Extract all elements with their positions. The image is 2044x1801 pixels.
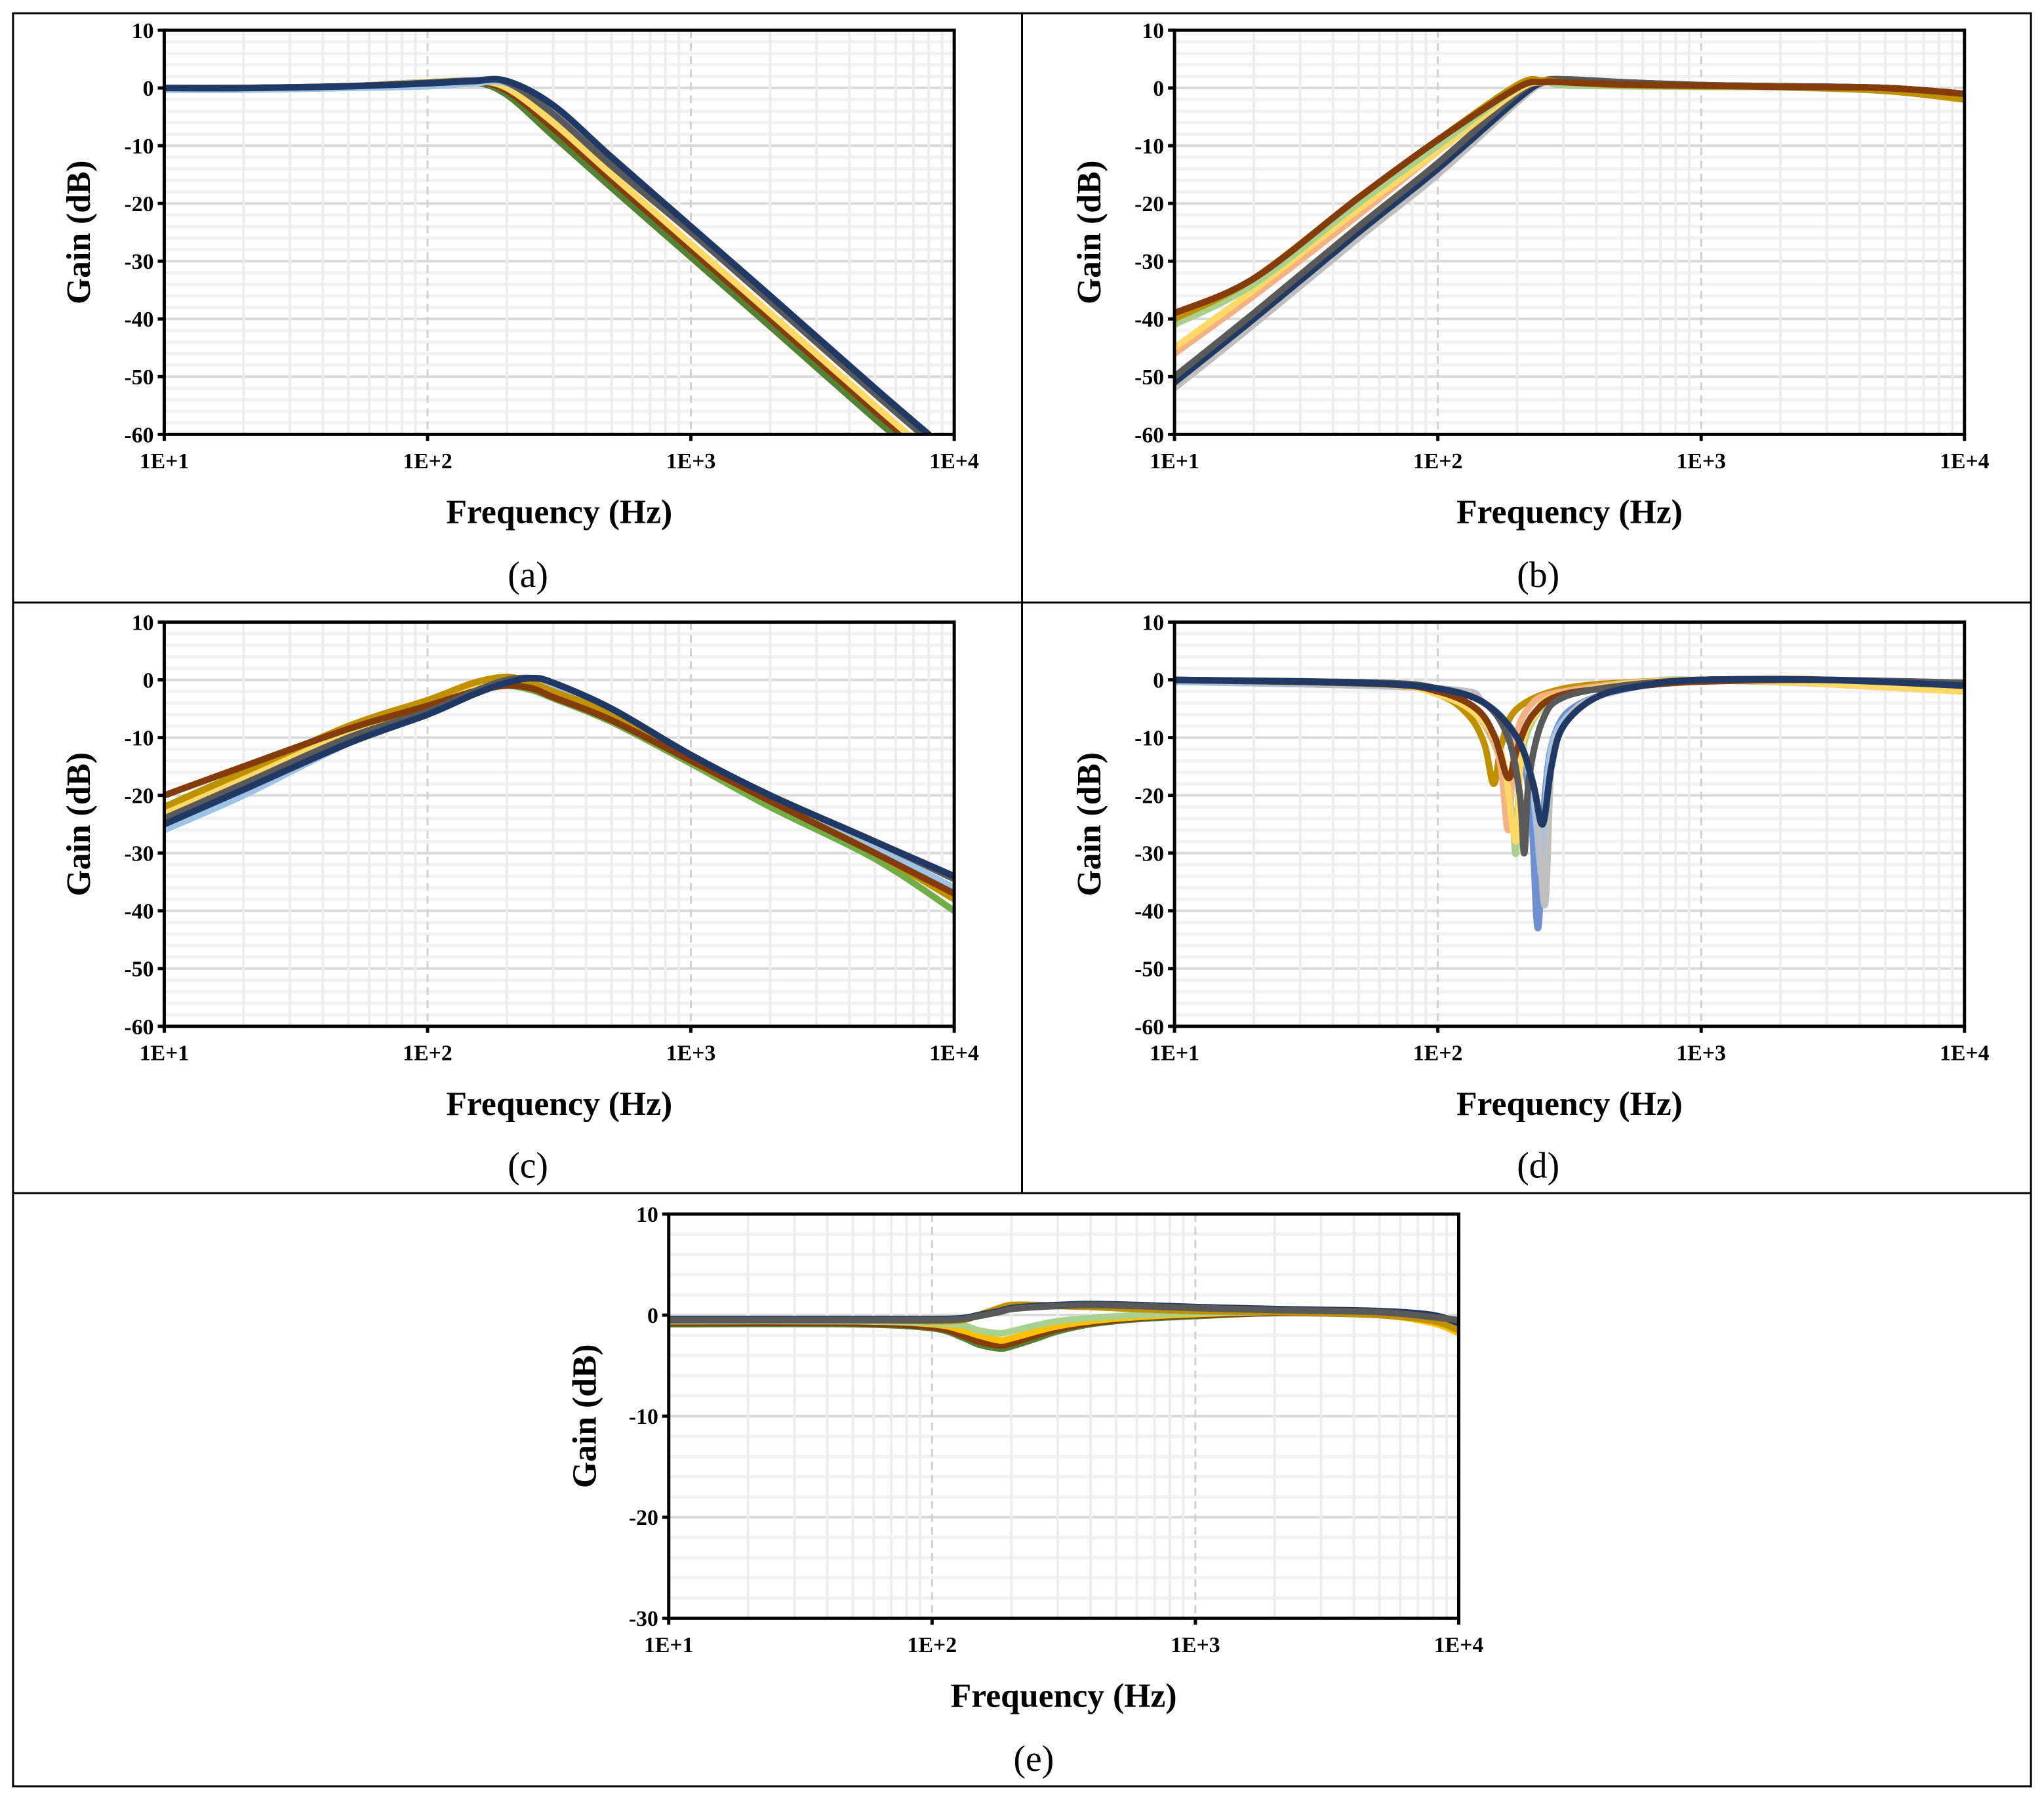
- series-line-8: [1174, 78, 1965, 317]
- x-axis-label: Frequency (Hz): [1456, 494, 1683, 531]
- panel-caption: (e): [1014, 1739, 1054, 1779]
- gridlines: [164, 29, 955, 436]
- y-tick-label: 0: [647, 1304, 658, 1328]
- y-tick-label: 0: [143, 669, 154, 693]
- y-tick-label: -50: [1134, 365, 1164, 390]
- series-line-7: [164, 675, 955, 880]
- series-group: [164, 674, 955, 914]
- x-tick-label: 1E+4: [1940, 1042, 1990, 1066]
- gridlines: [1174, 29, 1965, 436]
- y-tick-label: 0: [1153, 669, 1164, 693]
- y-tick-label: -30: [125, 842, 154, 866]
- series-group: [1174, 676, 1965, 932]
- x-axis-label: Frequency (Hz): [1456, 1085, 1683, 1123]
- x-tick-label: 1E+3: [666, 449, 716, 474]
- x-axis-label: Frequency (Hz): [446, 1085, 672, 1123]
- x-tick-label: 1E+2: [403, 1042, 452, 1066]
- x-tick-label: 1E+3: [666, 1042, 716, 1066]
- plot-border: [162, 620, 956, 1028]
- series-line-7: [164, 75, 932, 435]
- plot-border: [162, 28, 956, 436]
- x-tick-label: 1E+4: [929, 1042, 979, 1066]
- x-tick-label: 1E+2: [1413, 1042, 1463, 1066]
- y-axis-label: Gain (dB): [566, 1344, 603, 1488]
- x-tick-label: 1E+3: [1676, 449, 1726, 474]
- gridlines: [668, 1213, 1459, 1620]
- y-tick-label: -10: [629, 1405, 658, 1429]
- y-tick-label: 10: [1142, 611, 1164, 636]
- y-axis-label: Gain (dB): [1071, 160, 1108, 304]
- y-axis-label: Gain (dB): [1071, 752, 1108, 897]
- y-tick-label: -30: [1134, 250, 1164, 274]
- x-tick-label: 1E+4: [929, 449, 979, 474]
- y-tick-label: -40: [1134, 900, 1164, 924]
- y-tick-label: -40: [125, 900, 154, 924]
- x-tick-label: 1E+3: [1171, 1633, 1220, 1657]
- y-tick-label: -60: [125, 423, 154, 447]
- y-tick-label: -10: [125, 134, 154, 159]
- panel-caption: (d): [1517, 1145, 1559, 1186]
- x-tick-label: 1E+2: [1413, 449, 1463, 474]
- y-tick-label: -60: [1134, 1015, 1164, 1040]
- y-tick-label: -50: [125, 958, 154, 982]
- y-tick-label: -30: [629, 1607, 658, 1631]
- y-tick-label: -20: [125, 784, 154, 809]
- y-tick-label: 0: [143, 77, 154, 101]
- y-tick-label: 0: [1153, 77, 1164, 101]
- plot-border: [1172, 28, 1967, 436]
- x-tick-label: 1E+1: [1150, 1042, 1199, 1066]
- series-line-10: [1174, 676, 1965, 828]
- y-tick-label: -30: [1134, 842, 1164, 866]
- y-tick-label: 10: [132, 611, 154, 636]
- series-line-7: [668, 1301, 1459, 1324]
- y-axis-label: Gain (dB): [60, 160, 98, 304]
- y-tick-label: -30: [125, 250, 154, 274]
- x-tick-label: 1E+1: [140, 1042, 190, 1066]
- x-tick-label: 1E+1: [644, 1633, 694, 1657]
- panel-frame: [12, 12, 2032, 1788]
- x-axis-label: Frequency (Hz): [446, 494, 672, 531]
- y-axis-label: Gain (dB): [60, 752, 98, 897]
- x-tick-label: 1E+3: [1676, 1042, 1726, 1066]
- y-tick-label: -60: [1134, 423, 1164, 447]
- y-tick-label: -40: [125, 308, 154, 332]
- y-tick-label: -20: [1134, 784, 1164, 809]
- y-tick-label: 10: [636, 1203, 658, 1227]
- panel-caption: (a): [508, 555, 548, 596]
- x-tick-label: 1E+4: [1434, 1633, 1484, 1657]
- y-tick-label: -50: [1134, 958, 1164, 982]
- plot-area: [1174, 30, 1965, 435]
- x-tick-label: 1E+1: [140, 449, 190, 474]
- y-tick-label: -60: [125, 1015, 154, 1040]
- y-tick-label: -10: [1134, 727, 1164, 751]
- x-tick-label: 1E+1: [1150, 449, 1199, 474]
- x-tick-label: 1E+2: [908, 1633, 957, 1657]
- panel-caption: (c): [508, 1145, 548, 1186]
- y-tick-label: -20: [629, 1506, 658, 1530]
- panel-caption: (b): [1517, 555, 1559, 596]
- series-line-5: [164, 682, 955, 897]
- y-tick-label: 10: [1142, 19, 1164, 43]
- y-tick-label: -20: [1134, 192, 1164, 216]
- plot-border: [1172, 620, 1967, 1028]
- series-group: [668, 1301, 1459, 1352]
- x-axis-label: Frequency (Hz): [951, 1678, 1177, 1715]
- y-tick-label: -50: [125, 365, 154, 390]
- y-tick-label: -10: [1134, 134, 1164, 159]
- y-tick-label: 10: [132, 19, 154, 43]
- series-group: [164, 75, 932, 435]
- x-tick-label: 1E+2: [403, 449, 452, 474]
- y-tick-label: -10: [125, 727, 154, 751]
- y-tick-label: -40: [1134, 308, 1164, 332]
- y-tick-label: -20: [125, 192, 154, 216]
- x-tick-label: 1E+4: [1940, 449, 1990, 474]
- series-group: [1174, 75, 1965, 392]
